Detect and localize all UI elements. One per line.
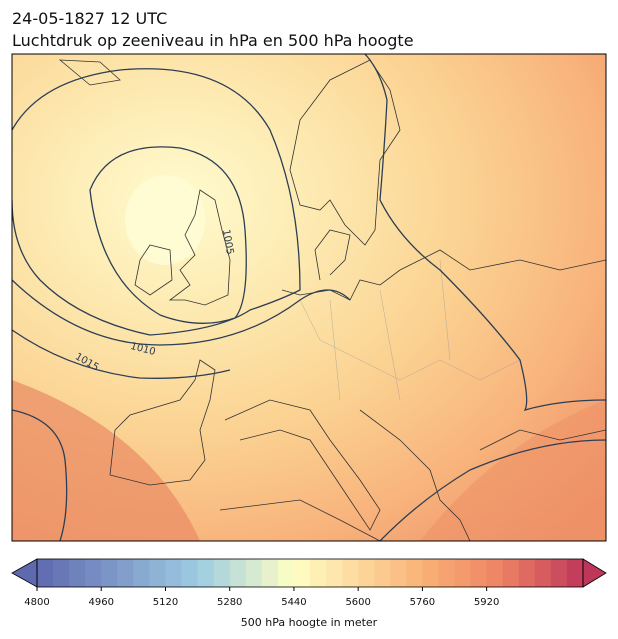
- coastline: [58, 59, 121, 86]
- colorbar-cell: [293, 559, 311, 587]
- colorbar-tick-label: 5920: [474, 597, 499, 608]
- coastline: [359, 409, 471, 541]
- isobar: [364, 54, 606, 412]
- colorbar-cell: [342, 559, 359, 587]
- colorbar-cell: [566, 559, 584, 587]
- colorbar-cell: [117, 559, 134, 587]
- country-border: [299, 259, 521, 401]
- coastline: [109, 359, 216, 486]
- colorbar-tick-label: 5120: [153, 597, 178, 608]
- colorbar-cell: [486, 559, 504, 587]
- colorbar-tick-label: 5280: [217, 597, 242, 608]
- coastline: [219, 499, 381, 541]
- colorbar-cell: [422, 559, 439, 587]
- colorbar-tick-label: 5760: [410, 597, 435, 608]
- colorbar-cell: [277, 559, 295, 587]
- colorbar-cell: [406, 559, 423, 587]
- isobar-label: 1005: [220, 229, 235, 256]
- title: 24-05-1827 12 UTC: [12, 9, 167, 28]
- colorbar-cell: [454, 559, 472, 587]
- colorbar-frame: [36, 558, 584, 588]
- colorbar-extend-low: [11, 558, 38, 588]
- map: [12, 54, 606, 541]
- coastline: [479, 429, 606, 451]
- low-height-area: [420, 400, 606, 541]
- high-height-area: [125, 175, 205, 265]
- coastline: [224, 399, 381, 531]
- colorbar-cell: [213, 559, 231, 587]
- coastline: [289, 59, 401, 246]
- colorbar-cell: [550, 559, 568, 587]
- colorbar-cell: [101, 559, 118, 587]
- isobar: [12, 409, 68, 541]
- colorbar-cell: [470, 559, 488, 587]
- colorbar-cell: [518, 559, 536, 587]
- isobar: [12, 279, 351, 346]
- colorbar-cell: [261, 559, 279, 587]
- colorbar-cell: [326, 559, 343, 587]
- colorbar-cell: [438, 559, 456, 587]
- colorbar-cell: [358, 559, 375, 587]
- colorbar-cell: [69, 559, 86, 587]
- coastline: [168, 189, 231, 306]
- colorbar-cell: [502, 559, 520, 587]
- subtitle: Luchtdruk op zeeniveau in hPa en 500 hPa…: [12, 31, 414, 50]
- colorbar-cell: [181, 559, 199, 587]
- map-frame: [11, 53, 607, 542]
- colorbar-tick-label: 4960: [89, 597, 114, 608]
- coastline: [134, 244, 173, 296]
- isobar: [89, 146, 247, 324]
- colorbar-cell: [374, 559, 391, 587]
- colorbar-cell: [390, 559, 407, 587]
- isobar: [379, 439, 606, 541]
- colorbar-cell: [310, 559, 327, 587]
- isobar: [12, 68, 301, 336]
- colorbar-cell: [85, 559, 102, 587]
- colorbar-cell: [37, 559, 54, 587]
- colorbar-tick-label: 5440: [281, 597, 306, 608]
- colorbar-cell: [165, 559, 183, 587]
- colorbar-tick-label: 5600: [345, 597, 370, 608]
- colorbar-extend-high: [582, 558, 607, 588]
- colorbar-cell: [229, 559, 247, 587]
- colorbar-cell: [53, 559, 70, 587]
- colorbar-cell: [149, 559, 166, 587]
- coastline: [281, 249, 606, 301]
- colorbar-cell: [133, 559, 150, 587]
- colorbar-cell: [245, 559, 263, 587]
- isobar: [12, 329, 231, 379]
- colorbar: 4800 4960 5120 5280 5440 5600 5760 5920: [11, 558, 607, 608]
- colorbar-cell: [197, 559, 215, 587]
- colorbar-label: 500 hPa hoogte in meter: [241, 616, 378, 629]
- colorbar-cell: [534, 559, 552, 587]
- coastline: [314, 229, 351, 281]
- colorbar-tick-label: 4800: [24, 597, 49, 608]
- low-height-area: [12, 380, 200, 541]
